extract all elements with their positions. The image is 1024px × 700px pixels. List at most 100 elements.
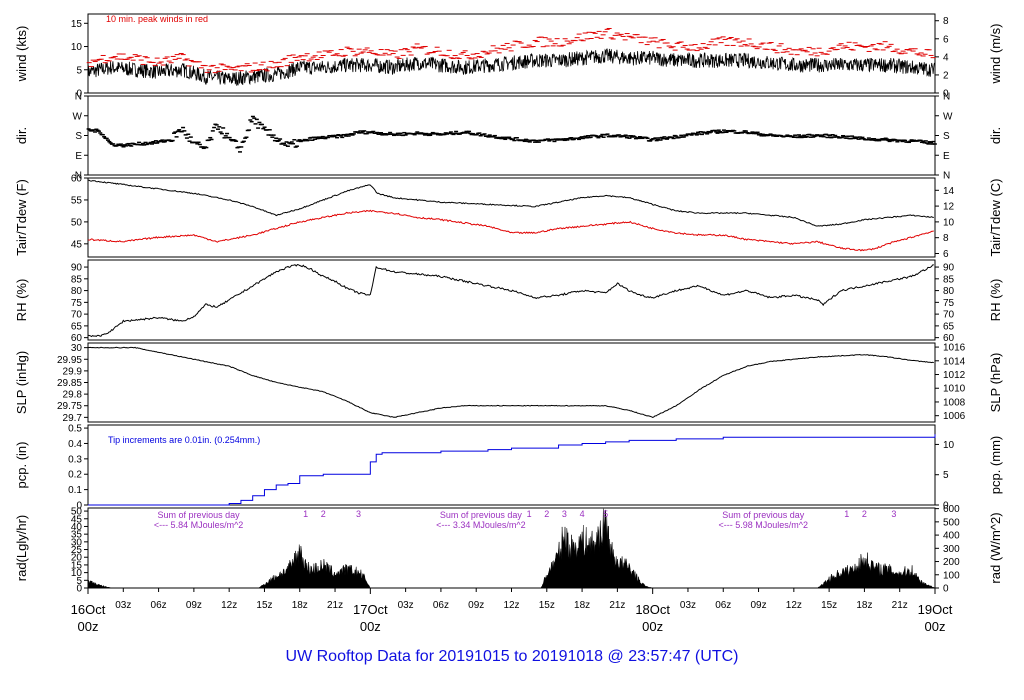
rad-marker-label: 2 [862, 509, 867, 519]
time-tick-label: 06z [715, 600, 731, 611]
time-tick-label: 21z [609, 600, 625, 611]
rad-marker-label: 3 [891, 509, 896, 519]
rad-marker-label: 2 [321, 509, 326, 519]
dir-ytick-label: S [75, 131, 82, 142]
wind-ylabel-right: wind (m/s) [988, 24, 1003, 85]
wind-ylabel: wind (kts) [14, 26, 29, 83]
time-tick-label: 21z [327, 600, 343, 611]
dir-ylabel: dir. [14, 127, 29, 144]
rad-note-title: Sum of previous day [440, 510, 523, 520]
rad-ytick-label: 10 [71, 568, 83, 579]
rad-ytick-label: 45 [71, 514, 83, 525]
rad-rtick-label: 300 [943, 544, 960, 555]
rh-rtick-label: 70 [943, 310, 955, 321]
date-hour-label: 00z [78, 619, 99, 634]
temp-tair-line [87, 179, 934, 227]
date-hour-label: 00z [642, 619, 663, 634]
footer-title: UW Rooftop Data for 20191015 to 20191018… [285, 648, 739, 665]
rh-ylabel: RH (%) [14, 279, 29, 322]
wind-frame [87, 13, 936, 94]
slp-frame [87, 342, 936, 423]
dir-rtick-label: E [943, 151, 950, 162]
rh-ytick-label: 60 [71, 333, 83, 344]
temp-tdew-line [87, 209, 934, 252]
temp-ylabel: Tair/Tdew (F) [14, 179, 29, 256]
wind-rtick-label: 2 [943, 70, 949, 81]
dir-rtick-label: W [943, 111, 953, 122]
time-tick-label: 06z [151, 600, 167, 611]
rh-rh-line [87, 264, 934, 338]
temp-rtick-label: 10 [943, 217, 955, 228]
wind-rtick-label: 4 [943, 52, 949, 63]
wind-mean-line [87, 48, 935, 86]
rad-ytick-label: 15 [71, 560, 83, 571]
rad-note-title: Sum of previous day [722, 510, 805, 520]
rad-marker-label: 3 [562, 509, 567, 519]
pcp-ytick-label: 0 [76, 501, 82, 512]
rad-note-value: <--- 5.84 MJoules/m^2 [154, 520, 244, 530]
dir-ytick-label: N [75, 92, 82, 103]
rad-marker-label: 1 [844, 509, 849, 519]
dir-ylabel-right: dir. [988, 127, 1003, 144]
date-day-label: 17Oct [353, 602, 388, 617]
temp-rtick-label: 14 [943, 186, 955, 197]
time-tick-label: 15z [539, 600, 555, 611]
time-tick-label: 21z [892, 600, 908, 611]
rh-ytick-label: 85 [71, 274, 83, 285]
rad-ytick-label: 20 [71, 553, 83, 564]
rad-ytick-label: 35 [71, 530, 83, 541]
slp-rtick-label: 1014 [943, 356, 966, 367]
wind-ytick-label: 10 [71, 42, 83, 53]
time-tick-label: 12z [503, 600, 519, 611]
rh-frame [87, 259, 936, 341]
rh-ytick-label: 65 [71, 321, 83, 332]
temp-ytick-label: 50 [71, 217, 83, 228]
time-tick-label: 09z [468, 600, 484, 611]
date-day-label: 18Oct [635, 602, 670, 617]
rh-ytick-label: 75 [71, 298, 83, 309]
slp-ytick-label: 29.8 [63, 390, 83, 401]
rad-ytick-label: 40 [71, 522, 83, 533]
rad-ylabel: rad(Lgly/hr) [14, 515, 29, 581]
rad-ylabel-right: rad (W/m^2) [988, 512, 1003, 583]
rh-rtick-label: 90 [943, 263, 955, 274]
time-tick-label: 03z [680, 600, 696, 611]
pcp-ytick-label: 0.2 [68, 470, 82, 481]
rh-rtick-label: 75 [943, 298, 955, 309]
time-tick-label: 15z [821, 600, 837, 611]
pcp-rtick-label: 5 [943, 470, 949, 481]
rad-note-title: Sum of previous day [158, 510, 241, 520]
dir-ytick-label: W [73, 111, 83, 122]
time-tick-label: 12z [786, 600, 802, 611]
slp-ytick-label: 29.75 [57, 401, 82, 412]
dir-frame [87, 95, 936, 176]
temp-frame [87, 177, 936, 258]
time-tick-label: 09z [186, 600, 202, 611]
pcp-ytick-label: 0.3 [68, 454, 82, 465]
rad-marker-label: 1 [303, 509, 308, 519]
temp-ytick-label: 45 [71, 239, 83, 250]
rad-note-value: <--- 3.34 MJoules/m^2 [436, 520, 526, 530]
dir-ytick-label: N [75, 171, 82, 182]
temp-ytick-label: 55 [71, 195, 83, 206]
rad-rtick-label: 500 [943, 517, 960, 528]
date-day-label: 19Oct [918, 602, 953, 617]
date-hour-label: 00z [925, 619, 946, 634]
date-hour-label: 00z [360, 619, 381, 634]
time-tick-label: 18z [856, 600, 872, 611]
rad-marker-label: 3 [356, 509, 361, 519]
time-tick-label: 18z [574, 600, 590, 611]
wind-ytick-label: 5 [76, 65, 82, 76]
time-tick-label: 12z [221, 600, 237, 611]
slp-ytick-label: 29.9 [63, 366, 83, 377]
slp-rtick-label: 1006 [943, 411, 966, 422]
rh-rtick-label: 80 [943, 286, 955, 297]
slp-ytick-label: 29.85 [57, 378, 82, 389]
slp-ylabel: SLP (inHg) [14, 351, 29, 414]
rad-rtick-label: 600 [943, 504, 960, 515]
slp-slp-line [87, 346, 934, 418]
rad-ytick-label: 5 [76, 576, 82, 587]
pcp-ytick-label: 0.4 [68, 439, 82, 450]
temp-ylabel-right: Tair/Tdew (C) [988, 178, 1003, 256]
slp-ylabel-right: SLP (hPa) [988, 353, 1003, 413]
